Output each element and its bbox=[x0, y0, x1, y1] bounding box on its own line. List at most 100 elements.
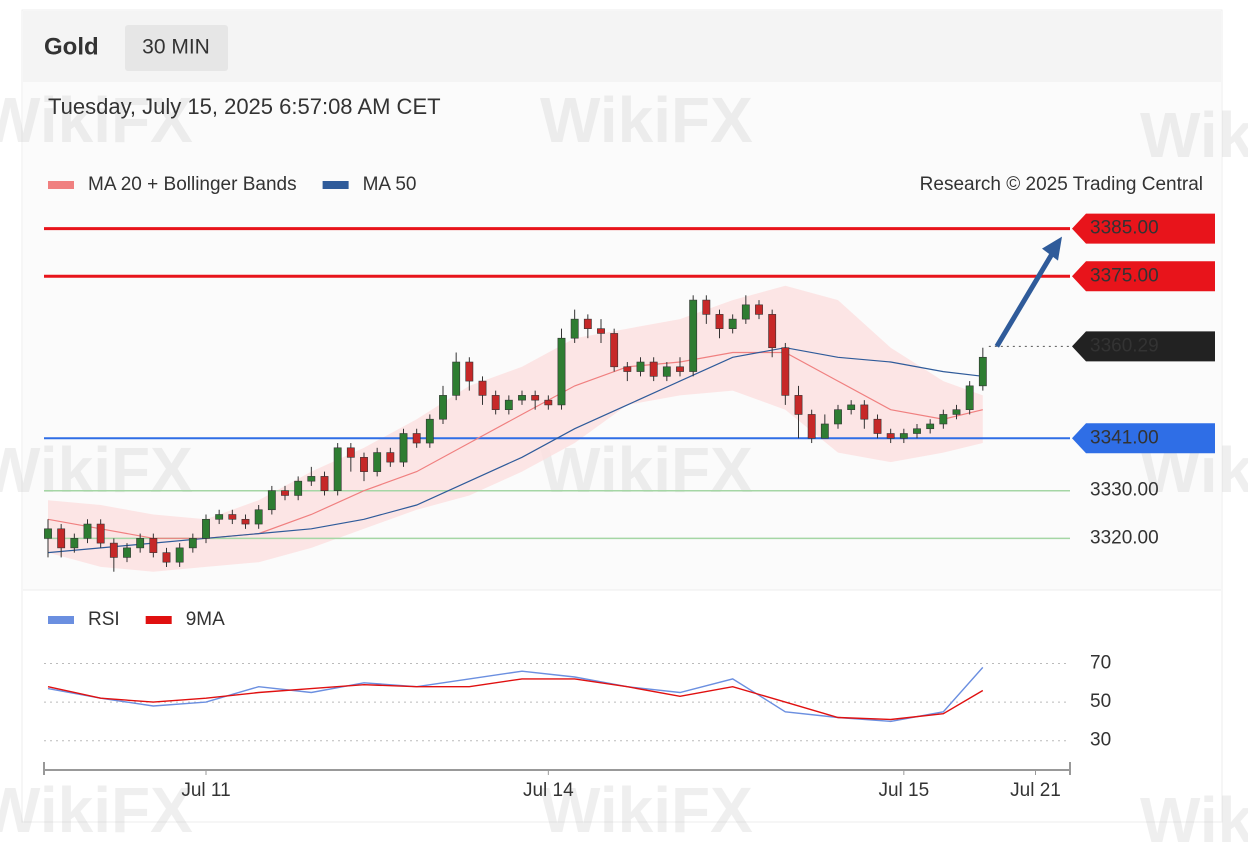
candle-body bbox=[768, 314, 777, 349]
candle-body bbox=[794, 395, 803, 415]
candle-body bbox=[70, 538, 79, 549]
timeframe[interactable]: 30 MIN bbox=[142, 36, 210, 59]
candle-body bbox=[281, 490, 289, 496]
candle-body bbox=[926, 423, 935, 430]
candle-body bbox=[557, 337, 566, 406]
candle-body bbox=[820, 423, 829, 439]
candle-body bbox=[109, 542, 118, 558]
candle-body bbox=[610, 333, 619, 368]
timestamp: Tuesday, July 15, 2025 6:57:08 AM CET bbox=[48, 94, 441, 119]
candle-body bbox=[978, 356, 987, 387]
watermark: WikiFX bbox=[540, 774, 753, 844]
candle-body bbox=[267, 490, 276, 511]
legend-swatch bbox=[322, 181, 349, 189]
x-tick-label: Jul 21 bbox=[1010, 780, 1061, 801]
candle-body bbox=[228, 514, 237, 520]
candle-body bbox=[847, 404, 856, 410]
legend-label: RSI bbox=[88, 609, 120, 630]
watermark: WikiFX bbox=[1140, 784, 1248, 844]
candle-body bbox=[188, 538, 197, 549]
x-tick-label: Jul 11 bbox=[181, 780, 230, 801]
candle-body bbox=[333, 447, 342, 491]
legend-label: MA 50 bbox=[363, 174, 417, 195]
bollinger-band bbox=[48, 285, 983, 572]
candle-body bbox=[676, 366, 684, 372]
candle-body bbox=[241, 518, 250, 525]
last-price-label: 3360.29 bbox=[1090, 335, 1159, 356]
candle-body bbox=[715, 314, 724, 329]
candle-body bbox=[702, 299, 711, 315]
instrument: Gold bbox=[44, 33, 99, 60]
legend-label: 9MA bbox=[186, 609, 225, 630]
y-tick-label: 70 bbox=[1090, 653, 1111, 674]
candle-body bbox=[899, 433, 908, 439]
candle-body bbox=[570, 318, 579, 339]
candle-body bbox=[597, 328, 605, 334]
candle-body bbox=[346, 447, 355, 458]
candle-body bbox=[412, 433, 421, 444]
candle-body bbox=[175, 547, 184, 563]
candle-body bbox=[518, 395, 526, 401]
candle-body bbox=[386, 452, 395, 463]
x-tick-label: Jul 15 bbox=[878, 780, 929, 801]
candle-body bbox=[44, 528, 52, 539]
last-price-tag bbox=[1072, 331, 1215, 362]
candle-body bbox=[162, 552, 171, 563]
candle-body bbox=[399, 433, 408, 463]
watermark: WikiFX bbox=[540, 84, 753, 156]
candle-body bbox=[307, 476, 316, 482]
candle-body bbox=[623, 366, 632, 372]
candle-body bbox=[531, 395, 540, 401]
candle-body bbox=[136, 538, 145, 549]
candle-body bbox=[636, 361, 645, 372]
candle-body bbox=[452, 361, 461, 396]
timeframe-box[interactable] bbox=[125, 25, 228, 71]
candle-body bbox=[649, 361, 658, 377]
candle-body bbox=[425, 418, 434, 444]
level-label: 3341.00 bbox=[1090, 427, 1159, 448]
plot: Research © 2025 Trading Central MA 20 + B… bbox=[43, 174, 1215, 801]
level-tag bbox=[1072, 213, 1215, 244]
candle-body bbox=[662, 366, 671, 377]
level-label: 3375.00 bbox=[1090, 265, 1159, 286]
candle-body bbox=[465, 361, 474, 382]
level-label: 3385.00 bbox=[1090, 218, 1159, 239]
target-arrow bbox=[994, 249, 1057, 348]
legend-swatch bbox=[145, 616, 172, 624]
level-tag bbox=[1072, 261, 1215, 292]
watermarks: WikiFX WikiFX WikiFX WikiFX WikiFX WikiFX Wiki… bbox=[0, 84, 1248, 844]
watermark: WikiFX bbox=[540, 434, 753, 506]
candle-body bbox=[202, 518, 210, 539]
candle-body bbox=[886, 433, 895, 439]
source: Research © 2025 Trading Central bbox=[920, 174, 1203, 195]
candle-body bbox=[83, 523, 92, 539]
candle-body bbox=[939, 414, 948, 425]
candle-body bbox=[755, 304, 763, 315]
legend-swatch bbox=[48, 181, 74, 189]
candle-body bbox=[439, 395, 447, 420]
candle-body bbox=[583, 318, 592, 329]
candle-body bbox=[728, 318, 737, 329]
watermark: WikiFX bbox=[0, 84, 193, 156]
level-label: 3330.00 bbox=[1090, 480, 1159, 501]
candle-body bbox=[123, 547, 131, 558]
x-tick-label: Jul 14 bbox=[523, 780, 574, 801]
candle-body bbox=[57, 528, 66, 549]
candle-body bbox=[360, 457, 368, 472]
candle-body bbox=[478, 380, 487, 396]
candle-body bbox=[215, 514, 224, 520]
level-tag bbox=[1072, 423, 1215, 454]
candle-body bbox=[965, 385, 974, 410]
watermark: WikiFX bbox=[0, 774, 193, 844]
y-tick-label: 50 bbox=[1090, 691, 1111, 712]
candle-body bbox=[96, 523, 105, 544]
indicator-line bbox=[47, 678, 984, 721]
candle-body bbox=[254, 509, 263, 525]
candle-body bbox=[860, 404, 869, 420]
candle-body bbox=[741, 304, 750, 320]
candle-body bbox=[873, 418, 882, 434]
candle-body bbox=[834, 409, 842, 425]
legend-label: MA 20 + Bollinger Bands bbox=[88, 174, 297, 195]
candle-body bbox=[952, 409, 961, 415]
candle-body bbox=[781, 347, 790, 396]
